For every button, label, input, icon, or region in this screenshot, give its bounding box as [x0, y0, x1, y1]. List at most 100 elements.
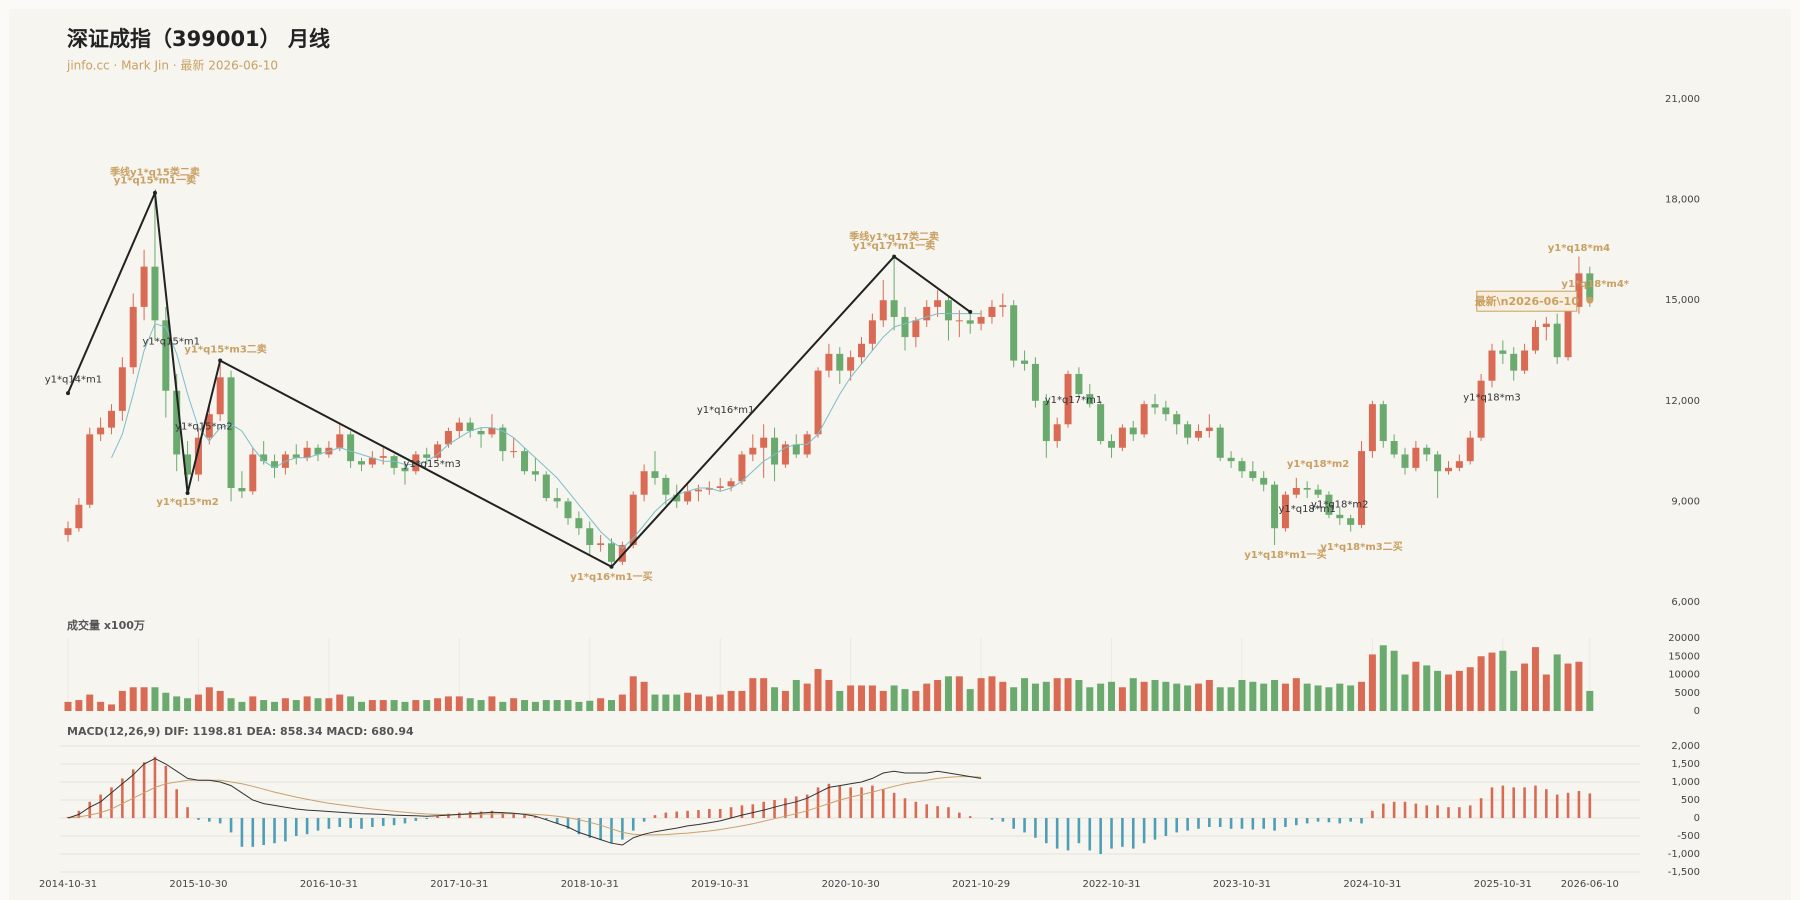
candle-body	[521, 451, 529, 472]
volume-bar	[1455, 670, 1463, 711]
candle-body	[314, 447, 322, 455]
volume-bar	[1564, 663, 1572, 711]
annotation: y1*q18*m1一买	[1244, 549, 1326, 561]
candle-body	[336, 434, 344, 448]
volume-bar	[1553, 654, 1561, 711]
annotation: y1*q15*m2	[175, 421, 232, 432]
macd-bar	[1131, 818, 1135, 849]
volume-bar	[303, 696, 311, 711]
candle-body	[1108, 441, 1116, 448]
macd-bar	[1381, 803, 1385, 818]
candle-body	[977, 316, 985, 324]
candle-body	[792, 444, 800, 455]
y-tick-label: 15,000	[1665, 295, 1700, 306]
annotation: y1*q15*m2	[156, 497, 218, 508]
macd-bar	[349, 818, 352, 829]
volume-bar	[575, 701, 583, 711]
volume-bar	[488, 696, 496, 711]
macd-bar	[1175, 818, 1179, 833]
candle-body	[118, 367, 126, 411]
volume-bar	[640, 681, 648, 711]
candle-body	[1162, 407, 1170, 415]
volume-bar	[1184, 685, 1192, 711]
macd-bar	[360, 818, 363, 829]
volume-bar	[466, 698, 474, 711]
macd-bar	[273, 818, 276, 844]
volume-bar	[1194, 683, 1202, 711]
candle-body	[1531, 327, 1539, 351]
candle-body	[1053, 424, 1061, 442]
volume-bar	[1531, 647, 1539, 711]
candle-body	[357, 461, 365, 465]
macd-bar	[1555, 794, 1559, 818]
volume-bar	[1238, 679, 1246, 711]
macd-bar	[740, 805, 744, 818]
macd-bar	[512, 813, 515, 818]
y-tick-label: 9,000	[1671, 496, 1700, 507]
volume-bar	[694, 694, 702, 711]
macd-bar	[1088, 818, 1092, 851]
macd-bar	[1164, 818, 1168, 836]
candle-body	[1271, 484, 1279, 529]
volume-bar	[673, 694, 681, 711]
macd-bar	[1490, 787, 1494, 818]
candle-body	[1564, 306, 1572, 358]
macd-bar	[1534, 785, 1537, 818]
candle-body	[727, 481, 735, 487]
candle-body	[760, 437, 768, 448]
macd-bar	[66, 816, 70, 818]
candle-body	[966, 320, 974, 324]
macd-bar	[490, 810, 494, 818]
candle-body	[640, 471, 648, 495]
candle-body	[379, 456, 387, 458]
macd-bar	[751, 804, 755, 818]
volume-bar	[260, 700, 268, 711]
volume-bar	[988, 676, 996, 711]
macd-bar	[501, 812, 505, 818]
candle-body	[1444, 467, 1452, 472]
macd-bar	[305, 818, 309, 835]
volume-bar	[1173, 683, 1181, 711]
annotation: y1*q17*m1	[1045, 395, 1102, 406]
volume-bar	[1010, 687, 1018, 711]
macd-bar	[1186, 818, 1189, 831]
candle-body	[151, 266, 159, 321]
volume-bar	[1510, 670, 1518, 711]
candle-body	[1510, 353, 1518, 371]
macd-bar	[327, 818, 331, 829]
x-tick-label: 2014-10-31	[39, 879, 97, 890]
volume-bar	[727, 690, 735, 711]
candle-body	[86, 434, 94, 505]
candle-body	[216, 377, 224, 415]
volume-bar	[118, 690, 126, 711]
volume-bar	[347, 696, 355, 711]
candle-body	[1140, 404, 1148, 435]
macd-bar	[1023, 818, 1026, 833]
volume-bar	[357, 701, 365, 711]
y-tick-label: 20000	[1668, 633, 1700, 644]
volume-bar	[194, 694, 202, 711]
macd-bar	[860, 787, 863, 818]
annotation: y1*q14*m1	[45, 374, 102, 385]
volume-bar	[553, 700, 561, 711]
macd-bar	[958, 812, 961, 818]
volume-bar	[205, 687, 213, 711]
volume-bar	[151, 687, 159, 711]
macd-bar	[805, 794, 809, 818]
candle-body	[1238, 461, 1246, 472]
x-tick-label: 2018-10-31	[561, 879, 619, 890]
macd-bar	[1110, 818, 1113, 849]
candle-body	[423, 454, 431, 458]
volume-bar	[531, 701, 539, 711]
volume-bar	[858, 685, 866, 711]
macd-bar	[131, 769, 135, 818]
candle-body	[1586, 273, 1594, 301]
volume-bar	[836, 690, 844, 711]
macd-bar	[262, 818, 265, 845]
volume-bar	[1347, 685, 1355, 711]
macd-bar	[697, 810, 700, 818]
macd-bar	[990, 818, 994, 820]
macd-bar	[447, 813, 450, 818]
macd-bar	[708, 809, 711, 818]
volume-bar	[1249, 681, 1257, 711]
